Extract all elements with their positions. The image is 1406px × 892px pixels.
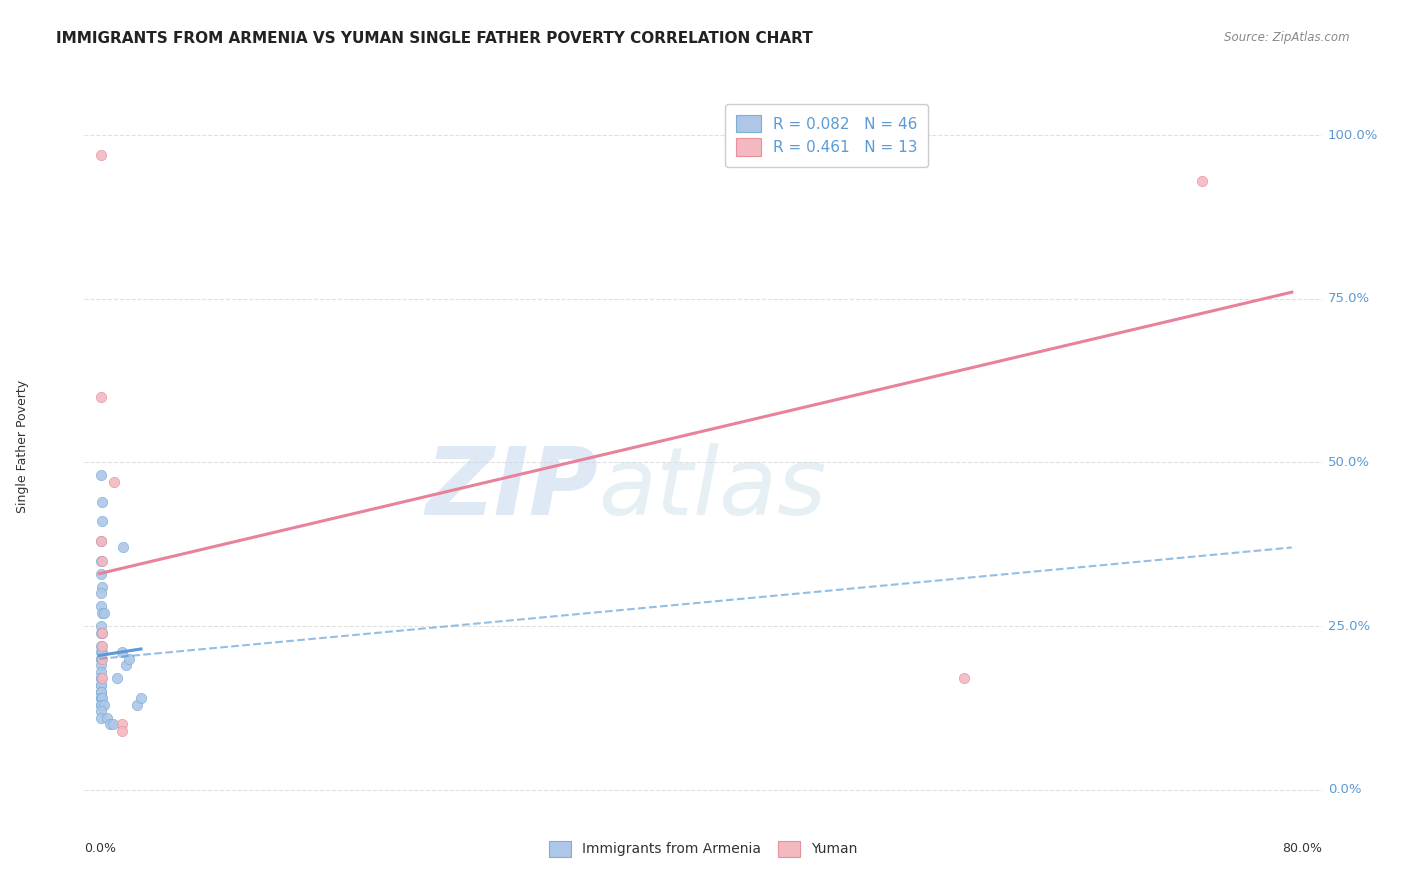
Legend: Immigrants from Armenia, Yuman: Immigrants from Armenia, Yuman — [541, 834, 865, 863]
Point — [103, 475, 125, 489]
Point — [98, 717, 121, 731]
Point — [129, 691, 152, 706]
Point — [90, 698, 112, 712]
Text: 100.0%: 100.0% — [1327, 128, 1378, 142]
Point — [115, 658, 138, 673]
Point — [90, 684, 112, 698]
Point — [90, 147, 112, 161]
Point — [93, 606, 115, 620]
Point — [111, 723, 134, 738]
Point — [1191, 174, 1213, 188]
Point — [91, 553, 114, 567]
Point — [90, 658, 112, 673]
Text: 0.0%: 0.0% — [1327, 783, 1361, 797]
Text: ZIP: ZIP — [425, 442, 598, 535]
Point — [90, 691, 112, 706]
Point — [90, 599, 112, 614]
Point — [91, 494, 114, 508]
Point — [91, 645, 114, 659]
Point — [91, 514, 114, 528]
Point — [90, 625, 112, 640]
Point — [90, 468, 112, 483]
Text: 0.0%: 0.0% — [84, 842, 117, 855]
Text: Source: ZipAtlas.com: Source: ZipAtlas.com — [1225, 31, 1350, 45]
Point — [91, 625, 114, 640]
Text: atlas: atlas — [598, 443, 827, 534]
Point — [91, 625, 114, 640]
Point — [93, 698, 115, 712]
Point — [91, 639, 114, 653]
Point — [90, 665, 112, 679]
Point — [91, 580, 114, 594]
Point — [90, 652, 112, 666]
Point — [105, 672, 128, 686]
Point — [90, 566, 112, 581]
Point — [112, 541, 135, 555]
Point — [90, 553, 112, 567]
Point — [953, 672, 976, 686]
Point — [90, 704, 112, 718]
Text: Single Father Poverty: Single Father Poverty — [15, 379, 30, 513]
Point — [90, 619, 112, 633]
Point — [91, 672, 114, 686]
Point — [90, 711, 112, 725]
Point — [118, 652, 141, 666]
Point — [91, 606, 114, 620]
Point — [91, 652, 114, 666]
Point — [90, 684, 112, 698]
Point — [90, 390, 112, 404]
Text: 80.0%: 80.0% — [1282, 842, 1322, 855]
Point — [90, 672, 112, 686]
Point — [111, 645, 134, 659]
Text: 25.0%: 25.0% — [1327, 620, 1369, 632]
Text: 50.0%: 50.0% — [1327, 456, 1369, 469]
Point — [90, 698, 112, 712]
Point — [101, 717, 124, 731]
Point — [90, 639, 112, 653]
Point — [125, 698, 148, 712]
Point — [90, 672, 112, 686]
Point — [90, 652, 112, 666]
Point — [90, 533, 112, 548]
Point — [90, 533, 112, 548]
Point — [90, 678, 112, 692]
Text: 75.0%: 75.0% — [1327, 293, 1369, 305]
Point — [91, 691, 114, 706]
Point — [90, 645, 112, 659]
Point — [90, 684, 112, 698]
Point — [90, 691, 112, 706]
Point — [96, 711, 118, 725]
Text: IMMIGRANTS FROM ARMENIA VS YUMAN SINGLE FATHER POVERTY CORRELATION CHART: IMMIGRANTS FROM ARMENIA VS YUMAN SINGLE … — [56, 31, 813, 46]
Point — [111, 717, 134, 731]
Point — [90, 678, 112, 692]
Point — [90, 586, 112, 600]
